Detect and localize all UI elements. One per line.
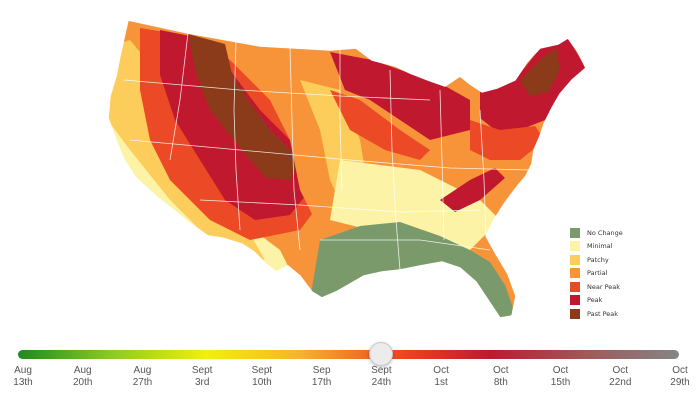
timeline-tick-label[interactable]: Sept 3rd <box>172 365 232 389</box>
legend-swatch <box>570 227 580 238</box>
legend-label: Partial <box>587 269 608 278</box>
timeline-tick-label[interactable]: Oct 8th <box>471 365 531 389</box>
tick-day: 17th <box>311 377 332 388</box>
tick-month: Sep <box>312 365 331 376</box>
legend-label: Patchy <box>587 255 609 264</box>
tick-day: 27th <box>132 377 153 388</box>
timeline-tick-label[interactable]: Aug 13th <box>0 365 53 389</box>
legend: No Change Minimal Patchy Partial Near Pe… <box>570 226 623 321</box>
legend-label: Near Peak <box>587 282 621 291</box>
tick-month: Aug <box>73 365 92 376</box>
legend-swatch <box>570 241 580 252</box>
tick-month: Oct <box>433 365 449 376</box>
tick-day: 13th <box>13 377 33 388</box>
tick-month: Oct <box>552 365 569 376</box>
timeline-tick-label[interactable]: Aug 20th <box>53 365 113 389</box>
legend-item-partial: Partial <box>570 267 623 281</box>
tick-day: 20th <box>72 377 93 388</box>
legend-item-patchy: Patchy <box>570 253 623 267</box>
legend-item-near-peak: Near Peak <box>570 280 623 294</box>
tick-day: 22nd <box>609 377 632 388</box>
tick-month: Sept <box>191 365 213 376</box>
tick-day: 1st <box>434 377 448 388</box>
legend-swatch <box>570 295 580 306</box>
region-appalachia-peak <box>440 168 505 212</box>
legend-swatch <box>570 281 580 292</box>
tick-month: Oct <box>612 365 629 376</box>
legend-item-no-change: No Change <box>570 226 623 240</box>
legend-label: Minimal <box>587 242 613 251</box>
legend-label: Past Peak <box>587 309 619 318</box>
timeline-tick-label[interactable]: Oct 1st <box>411 365 471 389</box>
legend-swatch <box>570 268 580 279</box>
region-northeast-past-peak <box>520 48 560 96</box>
tick-day: 29th <box>670 377 690 388</box>
legend-item-minimal: Minimal <box>570 240 623 254</box>
tick-month: Aug <box>14 365 32 376</box>
region-upper-midwest-near-peak <box>330 90 430 160</box>
tick-day: 8th <box>493 377 508 388</box>
timeline-tick-label[interactable]: Sept 24th <box>351 365 411 389</box>
timeline-tick-label[interactable]: Aug 27th <box>112 365 172 389</box>
us-fall-foliage-map <box>107 19 587 319</box>
legend-label: No Change <box>587 228 623 237</box>
region-northeast-near-peak <box>470 120 545 160</box>
tick-day: 15th <box>550 377 571 388</box>
timeline-tick-label[interactable]: Oct 15th <box>531 365 591 389</box>
state-borders <box>123 32 531 271</box>
timeline-tick-label[interactable]: Oct 22nd <box>590 365 650 389</box>
timeline-tick-label[interactable]: Sep 17th <box>292 365 352 389</box>
region-upper-midwest-peak <box>330 52 470 140</box>
tick-month: Sept <box>371 365 392 376</box>
timeline-tick-label[interactable]: Sept 10th <box>232 365 292 389</box>
tick-month: Aug <box>133 365 152 376</box>
tick-day: 10th <box>252 377 272 388</box>
timeline-track[interactable] <box>18 350 679 359</box>
date-timeline-slider[interactable]: Aug 13th Aug 20th Aug 27th Sept 3rd Sept 10th Sep 1… <box>0 340 700 404</box>
legend-item-past-peak: Past Peak <box>570 307 623 321</box>
us-outline <box>107 19 587 319</box>
tick-day: 24th <box>371 377 392 388</box>
tick-month: Oct <box>493 365 509 376</box>
legend-label: Peak <box>587 296 603 305</box>
tick-month: Oct <box>672 365 688 376</box>
region-rockies-past-peak <box>188 34 300 180</box>
legend-swatch <box>570 308 580 319</box>
legend-item-peak: Peak <box>570 294 623 308</box>
timeline-slider-handle[interactable] <box>369 342 394 366</box>
timeline-tick-label[interactable]: Oct 29th <box>650 365 700 389</box>
legend-swatch <box>570 254 580 265</box>
tick-day: 3rd <box>194 377 210 388</box>
tick-month: Sept <box>251 365 273 376</box>
